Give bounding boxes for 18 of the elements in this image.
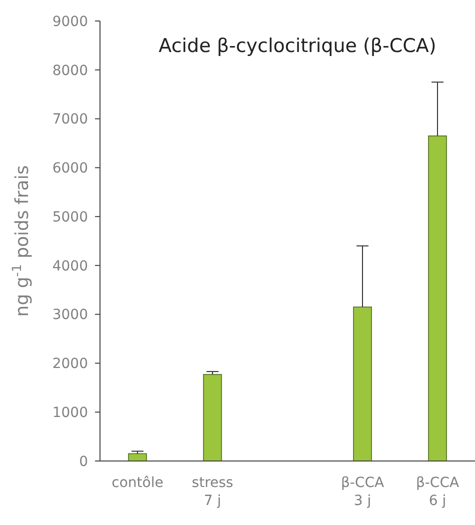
y-tick-label: 3000 [52,307,88,324]
x-tick-label: stress 7 j [192,475,234,509]
bar [203,374,222,462]
y-tick-label: 8000 [52,62,88,79]
x-tick-label: contôle [112,475,164,491]
x-tick-label: β-CCA 6 j [416,475,460,509]
bar [353,306,372,462]
y-tick-label: 4000 [52,258,88,274]
y-tick-label: 7000 [52,112,88,128]
y-tick-label: 9000 [52,14,88,30]
y-tick-label: 2000 [52,356,88,372]
bar [428,135,447,462]
y-tick-label: 5000 [52,209,88,226]
text: Acide β-cyclocitrique (β-CCA) [158,35,436,57]
y-tick-label: 1000 [52,405,88,422]
y-tick-label: 6000 [52,160,88,177]
x-tick-label: β-CCA 3 j [340,475,384,509]
y-tick-label: 0 [79,454,88,470]
